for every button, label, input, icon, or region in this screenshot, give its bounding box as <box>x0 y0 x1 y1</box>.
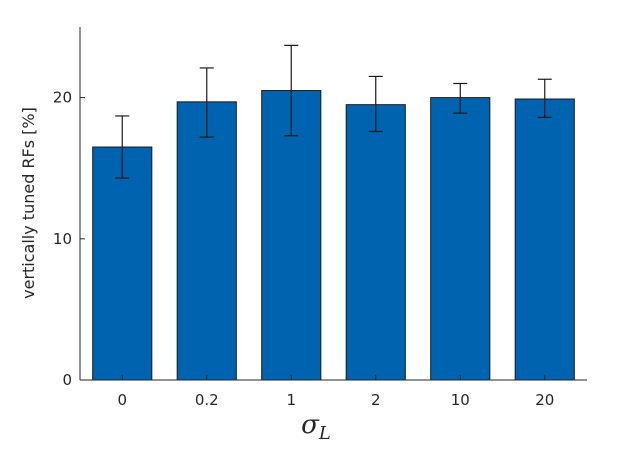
axes-group <box>79 27 587 381</box>
error-bar-0 <box>115 115 130 179</box>
x-axis-label-symbol: σ <box>301 410 320 440</box>
x-tick-label-0: 0 <box>117 391 127 409</box>
error-bar-20 <box>537 78 552 118</box>
bar-10 <box>430 97 491 381</box>
x-tick-label-1: 1 <box>286 391 296 409</box>
x-axis-label: σL <box>301 410 331 444</box>
y-tick-label-10: 10 <box>53 230 72 248</box>
error-bar-1 <box>284 44 299 137</box>
error-bars-group <box>115 44 552 179</box>
error-bar-2 <box>368 75 383 133</box>
bar-2 <box>345 104 406 381</box>
y-ticks-group: 0 10 20 <box>53 89 85 389</box>
x-ticks-group: 0 0.2 1 2 10 20 <box>117 375 554 409</box>
error-bar-0.2 <box>199 67 214 138</box>
bars-group <box>92 90 575 381</box>
y-axis-label: vertically tuned RFs [%] <box>19 107 38 299</box>
x-tick-label-0.2: 0.2 <box>195 391 219 409</box>
bar-0.2 <box>176 101 237 381</box>
bar-0 <box>92 146 153 381</box>
x-tick-label-10: 10 <box>451 391 470 409</box>
y-tick-label-0: 0 <box>62 371 72 389</box>
x-tick-label-2: 2 <box>371 391 381 409</box>
bar-20 <box>514 98 575 381</box>
bar-1 <box>261 90 322 381</box>
error-bar-10 <box>453 82 468 114</box>
y-tick-label-20: 20 <box>53 89 72 107</box>
x-tick-label-20: 20 <box>535 391 554 409</box>
x-axis-label-subscript: L <box>318 423 331 444</box>
